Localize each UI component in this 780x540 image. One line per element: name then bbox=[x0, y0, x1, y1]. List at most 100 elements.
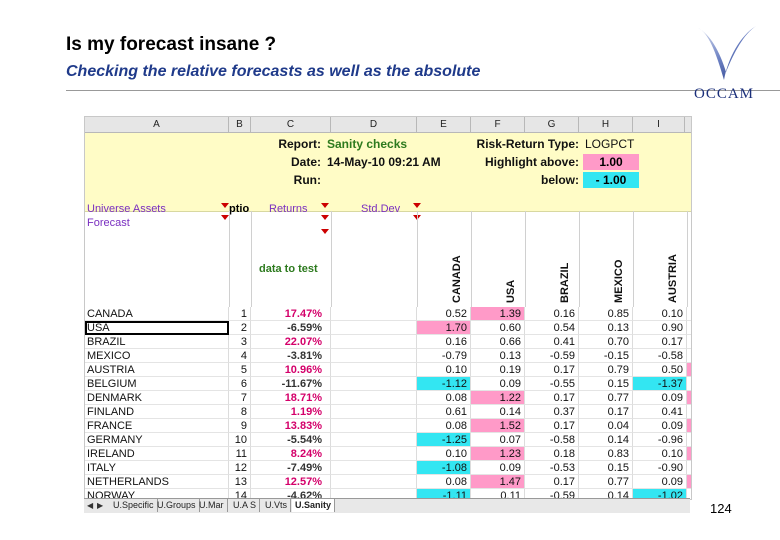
asset-name-cell[interactable]: FINLAND bbox=[85, 405, 229, 419]
column-header-i[interactable]: I bbox=[633, 117, 685, 133]
ratio-cell[interactable]: 0.66 bbox=[471, 335, 525, 349]
asset-name-cell[interactable]: FRANCE bbox=[85, 419, 229, 433]
sheet-tab-u-mar[interactable]: U.Mar bbox=[196, 499, 228, 512]
ratio-cell[interactable]: 0.13 bbox=[579, 321, 633, 335]
asset-name-cell[interactable]: ITALY bbox=[85, 461, 229, 475]
ratio-cell[interactable]: -1.12 bbox=[417, 377, 471, 391]
sheet-tab-u-vts[interactable]: U.Vts bbox=[262, 499, 292, 512]
ratio-cell[interactable]: 0.63 bbox=[687, 335, 691, 349]
column-header-g[interactable]: G bbox=[525, 117, 579, 133]
column-header-b[interactable]: B bbox=[229, 117, 251, 133]
ratio-cell[interactable]: 0.16 bbox=[525, 307, 579, 321]
ratio-cell[interactable]: -0.15 bbox=[579, 349, 633, 363]
ratio-cell[interactable]: 0.08 bbox=[687, 433, 691, 447]
return-cell[interactable]: -3.81% bbox=[251, 349, 331, 363]
asset-name-cell[interactable]: MEXICO bbox=[85, 349, 229, 363]
ratio-cell[interactable]: 1.44 bbox=[687, 475, 691, 489]
ratio-cell[interactable]: 0.09 bbox=[471, 377, 525, 391]
highlight-above-value[interactable]: 1.00 bbox=[583, 154, 639, 170]
column-header-d[interactable]: D bbox=[331, 117, 417, 133]
asset-index-cell[interactable]: 8 bbox=[229, 405, 251, 419]
ratio-cell[interactable]: 0.90 bbox=[633, 321, 687, 335]
ratio-cell[interactable]: 0.08 bbox=[417, 391, 471, 405]
ratio-cell[interactable]: 0.70 bbox=[579, 335, 633, 349]
sheet-tab-u-specific[interactable]: U.Specific bbox=[110, 499, 158, 512]
return-cell[interactable]: 18.71% bbox=[251, 391, 331, 405]
ratio-cell[interactable]: 0.15 bbox=[579, 377, 633, 391]
ratio-cell[interactable]: 0.17 bbox=[633, 335, 687, 349]
empty-cell[interactable] bbox=[331, 335, 417, 349]
ratio-cell[interactable]: -0.32 bbox=[687, 377, 691, 391]
ratio-cell[interactable]: 0.09 bbox=[633, 391, 687, 405]
ratio-cell[interactable]: -0.58 bbox=[633, 349, 687, 363]
ratio-cell[interactable]: 0.07 bbox=[471, 433, 525, 447]
ratio-cell[interactable]: 0.09 bbox=[687, 321, 691, 335]
ratio-cell[interactable]: 0.60 bbox=[471, 321, 525, 335]
ratio-cell[interactable]: 0.10 bbox=[633, 307, 687, 321]
ratio-cell[interactable]: 0.17 bbox=[525, 419, 579, 433]
ratio-cell[interactable]: 0.93 bbox=[687, 307, 691, 321]
ratio-cell[interactable]: 0.17 bbox=[525, 475, 579, 489]
ratio-cell[interactable]: 1.23 bbox=[471, 447, 525, 461]
empty-cell[interactable] bbox=[331, 433, 417, 447]
ratio-cell[interactable]: 0.83 bbox=[579, 447, 633, 461]
asset-name-cell[interactable]: NETHERLANDS bbox=[85, 475, 229, 489]
ratio-cell[interactable]: 1.70 bbox=[417, 321, 471, 335]
ratio-cell[interactable]: 0.09 bbox=[633, 475, 687, 489]
next-sheet-arrow-icon[interactable]: ▶ bbox=[97, 501, 104, 510]
ratio-cell[interactable]: -0.96 bbox=[633, 433, 687, 447]
asset-name-cell[interactable]: CANADA bbox=[85, 307, 229, 321]
ratio-cell[interactable]: 1.22 bbox=[471, 391, 525, 405]
asset-name-cell[interactable]: BELGIUM bbox=[85, 377, 229, 391]
ratio-cell[interactable]: 0.17 bbox=[525, 391, 579, 405]
asset-index-cell[interactable]: 10 bbox=[229, 433, 251, 447]
empty-cell[interactable] bbox=[331, 363, 417, 377]
ratio-cell[interactable]: -1.37 bbox=[633, 377, 687, 391]
ratio-cell[interactable]: 0.10 bbox=[417, 363, 471, 377]
return-cell[interactable]: -6.59% bbox=[251, 321, 331, 335]
empty-cell[interactable] bbox=[331, 447, 417, 461]
empty-cell[interactable] bbox=[331, 377, 417, 391]
asset-name-cell[interactable]: DENMARK bbox=[85, 391, 229, 405]
ratio-cell[interactable]: -1.11 bbox=[417, 489, 471, 499]
ratio-cell[interactable]: 1.12 bbox=[687, 391, 691, 405]
ratio-cell[interactable]: 0.14 bbox=[579, 433, 633, 447]
return-cell[interactable]: 17.47% bbox=[251, 307, 331, 321]
empty-cell[interactable] bbox=[331, 489, 417, 499]
asset-name-cell[interactable]: GERMANY bbox=[85, 433, 229, 447]
column-header-h[interactable]: H bbox=[579, 117, 633, 133]
return-cell[interactable]: -7.49% bbox=[251, 461, 331, 475]
ratio-cell[interactable]: 0.41 bbox=[633, 405, 687, 419]
asset-index-cell[interactable]: 13 bbox=[229, 475, 251, 489]
return-cell[interactable]: -11.67% bbox=[251, 377, 331, 391]
empty-cell[interactable] bbox=[331, 321, 417, 335]
return-cell[interactable]: 10.96% bbox=[251, 363, 331, 377]
highlight-below-value[interactable]: - 1.00 bbox=[583, 172, 639, 188]
empty-cell[interactable] bbox=[331, 349, 417, 363]
empty-cell[interactable] bbox=[331, 461, 417, 475]
return-cell[interactable]: -4.62% bbox=[251, 489, 331, 499]
ratio-cell[interactable]: 0.52 bbox=[417, 307, 471, 321]
ratio-cell[interactable]: 1.26 bbox=[687, 419, 691, 433]
asset-name-cell[interactable]: USA bbox=[85, 321, 229, 335]
ratio-cell[interactable]: 1.20 bbox=[687, 447, 691, 461]
ratio-cell[interactable]: 0.17 bbox=[525, 363, 579, 377]
ratio-cell[interactable]: -0.59 bbox=[525, 489, 579, 499]
ratio-cell[interactable]: 0.50 bbox=[633, 363, 687, 377]
empty-cell[interactable] bbox=[331, 307, 417, 321]
ratio-cell[interactable]: 0.09 bbox=[633, 419, 687, 433]
ratio-cell[interactable]: 1.52 bbox=[471, 419, 525, 433]
ratio-cell[interactable]: 0.37 bbox=[525, 405, 579, 419]
ratio-cell[interactable]: -0.59 bbox=[525, 349, 579, 363]
ratio-cell[interactable]: -0.58 bbox=[525, 433, 579, 447]
asset-index-cell[interactable]: 7 bbox=[229, 391, 251, 405]
ratio-cell[interactable]: 0.10 bbox=[687, 461, 691, 475]
ratio-cell[interactable]: -1.02 bbox=[633, 489, 687, 499]
ratio-cell[interactable]: 0.18 bbox=[525, 447, 579, 461]
asset-index-cell[interactable]: 11 bbox=[229, 447, 251, 461]
ratio-cell[interactable]: 0.17 bbox=[579, 405, 633, 419]
ratio-cell[interactable]: 0.41 bbox=[525, 335, 579, 349]
ratio-cell[interactable]: 0.79 bbox=[579, 363, 633, 377]
return-cell[interactable]: -5.54% bbox=[251, 433, 331, 447]
empty-cell[interactable] bbox=[331, 419, 417, 433]
